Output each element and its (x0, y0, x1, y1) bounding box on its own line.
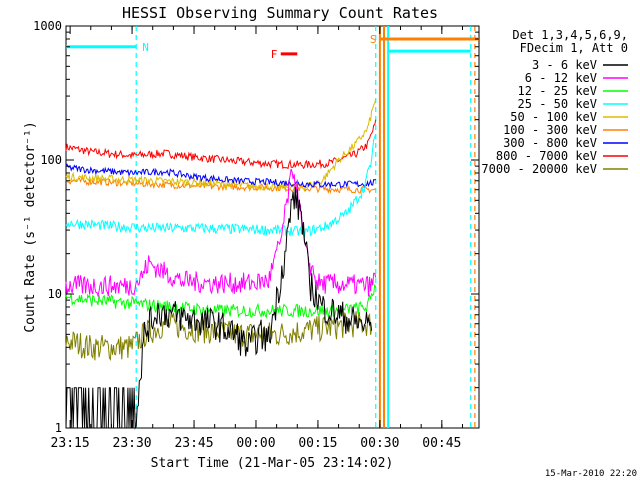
legend-label: 25 - 50 keV (518, 97, 597, 111)
x-tick-label: 23:30 (113, 436, 152, 451)
x-axis-label: Start Time (21-Mar-05 23:14:02) (151, 456, 394, 471)
y-tick-label: 1000 (33, 19, 62, 33)
series-line-800-7000keV (65, 119, 377, 170)
legend-label: 50 - 100 keV (510, 110, 597, 124)
annotation-label: S (370, 33, 377, 46)
series-line-25-50keV (65, 133, 377, 238)
x-tick-label: 00:30 (360, 436, 399, 451)
y-tick-label: 10 (48, 287, 62, 301)
legend-header-line-1: Det 1,3,4,5,6,9, (512, 28, 628, 42)
legend: Det 1,3,4,5,6,9, FDecim 1, Att 0 3 - 6 k… (481, 28, 628, 176)
legend-label: 12 - 25 keV (518, 84, 597, 98)
series-line-7000-20000keV (65, 311, 373, 362)
series-line-12-25keV (65, 284, 377, 319)
x-tick-label: 00:00 (236, 436, 275, 451)
x-tick-label: 00:45 (422, 436, 461, 451)
mode-annotations: N F S (66, 33, 479, 61)
x-tick-label: 23:15 (51, 436, 90, 451)
x-tick-label: 00:15 (298, 436, 337, 451)
legend-label: 6 - 12 keV (525, 71, 597, 85)
y-tick-label: 100 (40, 153, 62, 167)
legend-label: 7000 - 20000 keV (481, 162, 597, 176)
y-tick-label: 1 (55, 421, 62, 435)
series-line-50-100keV (65, 98, 377, 193)
series-line-3-6keV (65, 186, 373, 430)
chart-title: HESSI Observing Summary Count Rates (122, 4, 438, 22)
legend-label: 100 - 300 keV (503, 123, 597, 137)
x-axis-ticks: 23:15 23:30 23:45 00:00 00:15 00:30 00:45 (51, 26, 463, 451)
legend-label: 3 - 6 keV (532, 58, 597, 72)
annotation-label: F (271, 48, 278, 61)
series-lines (65, 98, 377, 430)
legend-label: 800 - 7000 keV (496, 149, 597, 163)
timestamp: 15-Mar-2010 22:20 (545, 469, 637, 479)
annotation-label: N (142, 41, 149, 54)
x-tick-label: 23:45 (174, 436, 213, 451)
y-axis-ticks: 1 10 100 1000 (33, 19, 479, 435)
legend-header-line-2: FDecim 1, Att 0 (520, 41, 628, 55)
series-line-300-800keV (65, 163, 377, 189)
plot-area (65, 25, 480, 429)
legend-label: 300 - 800 keV (503, 136, 597, 150)
vertical-markers (135, 26, 476, 428)
series-line-6-12keV (65, 168, 377, 298)
y-axis-label: Count Rate (s⁻¹ detector⁻¹) (23, 121, 38, 332)
